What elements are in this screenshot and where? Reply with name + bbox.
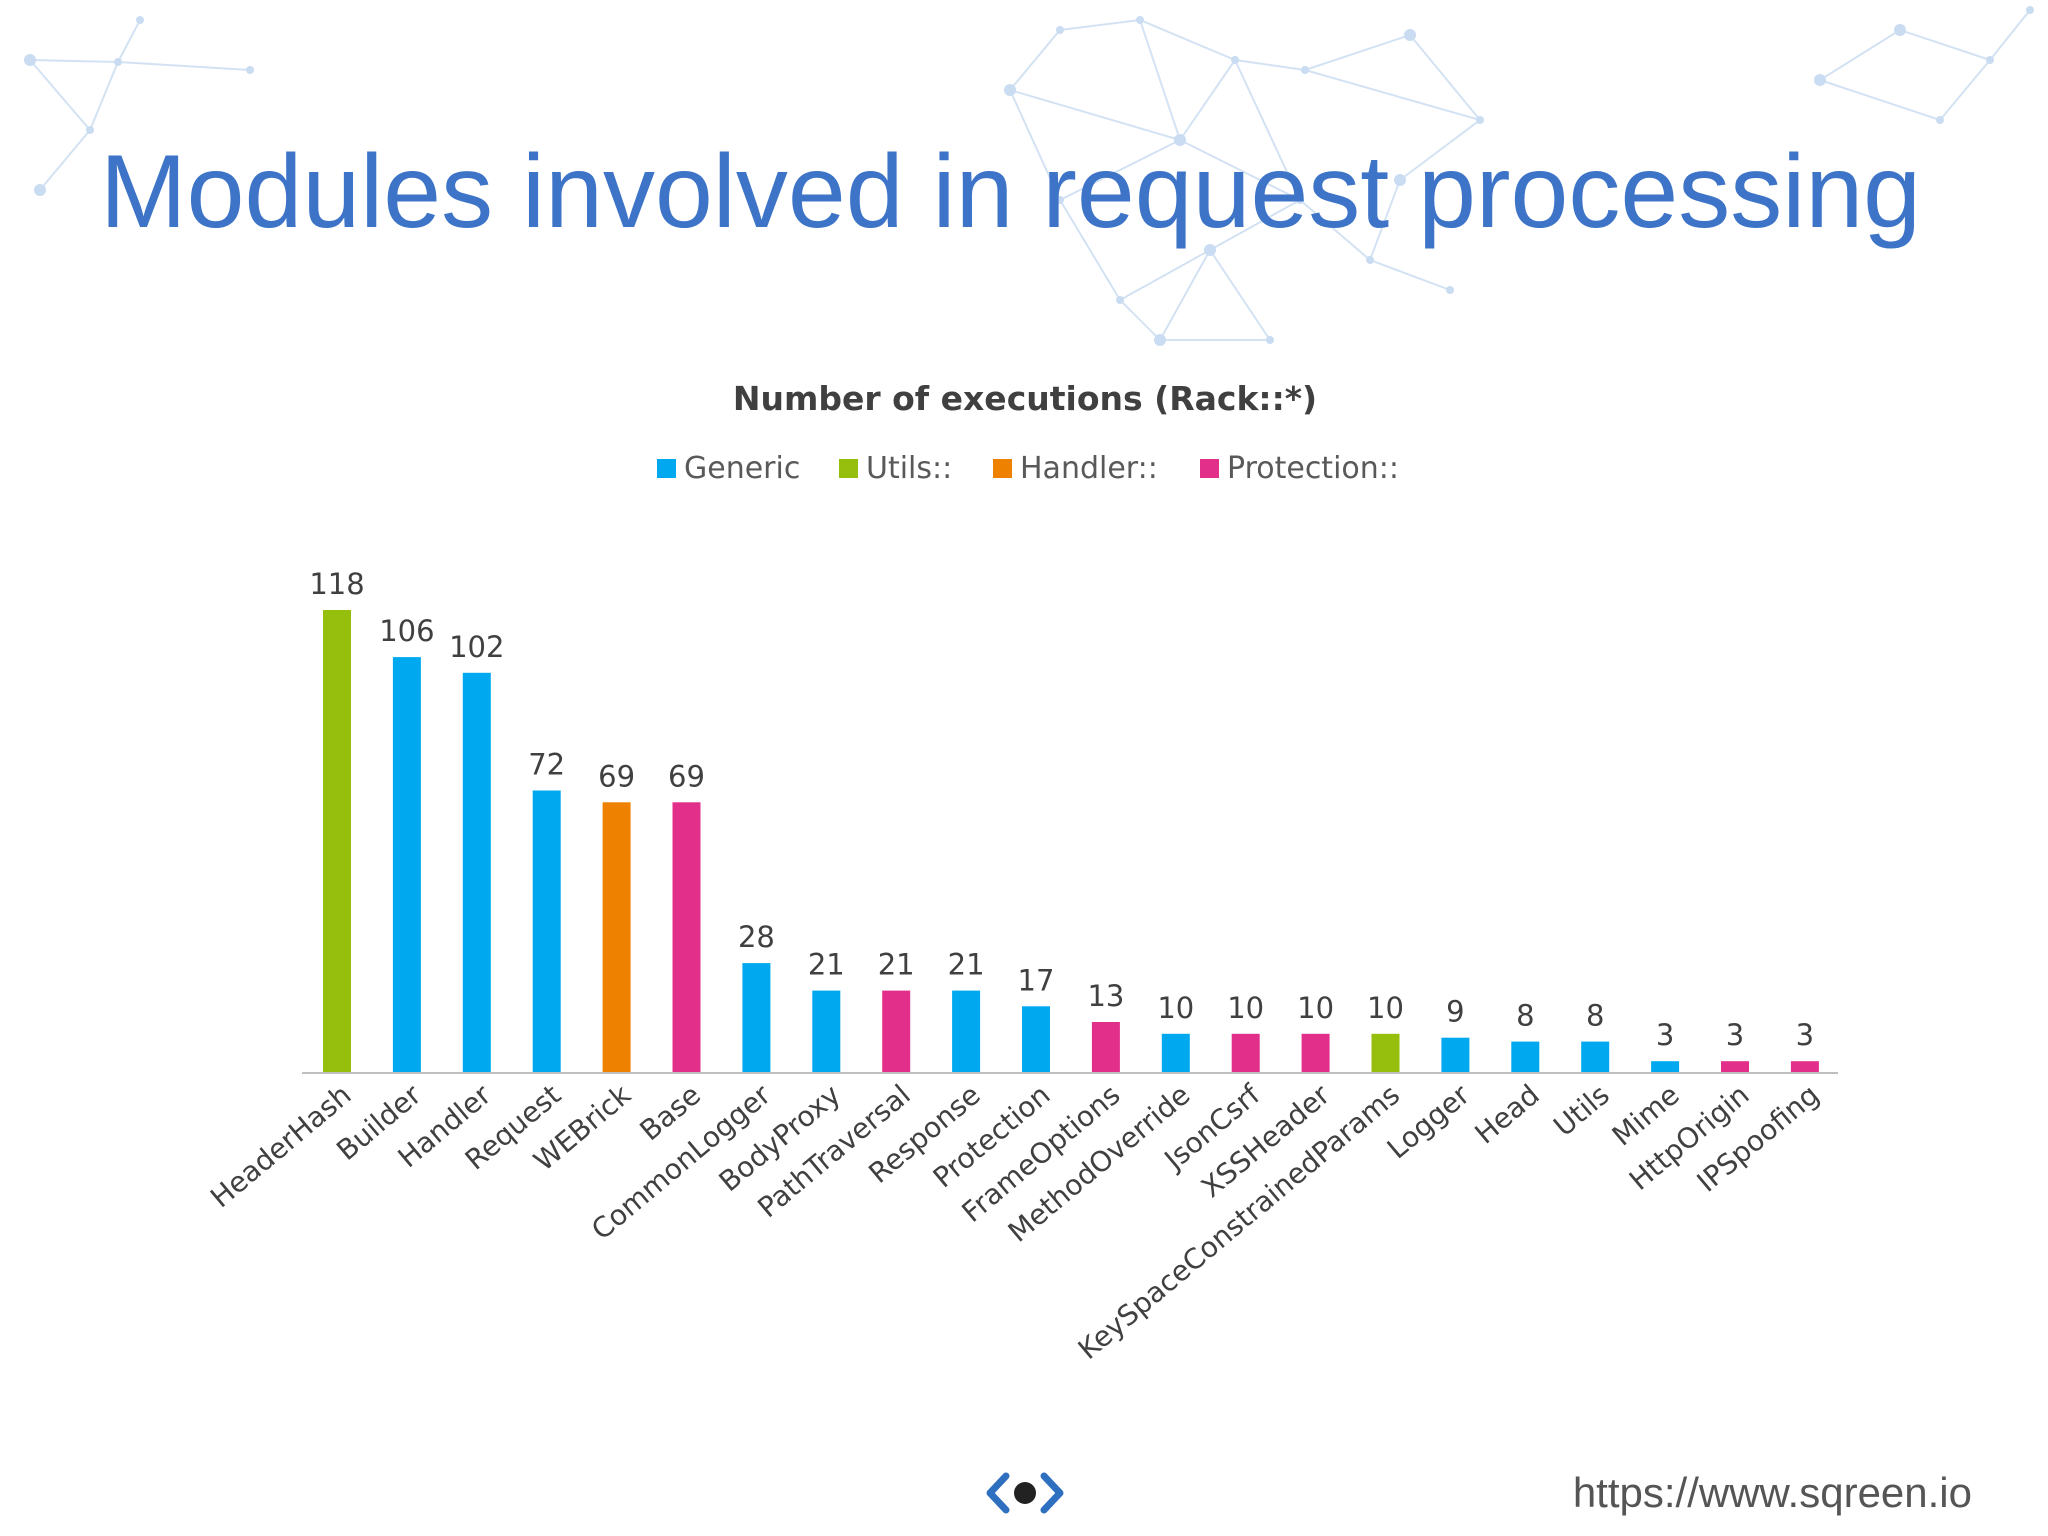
value-label-response: 21: [948, 948, 985, 982]
value-label-logger: 9: [1446, 995, 1464, 1029]
value-label-builder: 106: [379, 614, 434, 648]
bar-method-override: [1161, 1033, 1190, 1073]
value-label-request: 72: [528, 748, 565, 782]
legend-label-generic: Generic: [684, 451, 800, 486]
value-label-protection: 17: [1018, 963, 1055, 997]
bar-protection: [1022, 1006, 1050, 1073]
bar-response: [952, 990, 981, 1073]
value-label-frame-options: 13: [1087, 979, 1124, 1013]
bar-builder: [392, 657, 421, 1073]
bar-ipspoofing: [1790, 1061, 1819, 1073]
bar-header-hash: [323, 610, 351, 1073]
x-axis-labels-group: HeaderHashBuilderHandlerRequestWEBrickBa…: [204, 1077, 1825, 1366]
bar-mime: [1651, 1061, 1680, 1073]
footer-url: https://www.sqreen.io: [1572, 1469, 1972, 1516]
chart-title: Number of executions (Rack::*): [733, 379, 1317, 418]
bar-request: [532, 790, 561, 1073]
value-label-common-logger: 28: [738, 920, 775, 954]
value-label-mime: 3: [1656, 1018, 1674, 1052]
bar-handler: [462, 672, 491, 1073]
bar-webrick: [602, 802, 631, 1073]
legend-swatch-protection: [1200, 459, 1219, 478]
x-tick-label-utils: Utils: [1547, 1078, 1615, 1143]
value-label-head: 8: [1516, 999, 1534, 1033]
legend-label-utils: Utils::: [866, 451, 952, 486]
chart-legend: Generic Utils:: Handler:: Protection::: [657, 451, 1399, 486]
bar-path-traversal: [882, 990, 911, 1073]
value-label-handler: 102: [449, 630, 504, 664]
value-label-ipspoofing: 3: [1796, 1018, 1814, 1052]
value-label-header-hash: 118: [309, 567, 364, 601]
value-label-key-space-constrained-params: 10: [1367, 991, 1404, 1025]
value-label-utils: 8: [1586, 999, 1604, 1033]
bar-utils: [1581, 1041, 1610, 1073]
value-label-webrick: 69: [598, 759, 635, 793]
value-label-path-traversal: 21: [878, 948, 915, 982]
value-label-json-csrf: 10: [1227, 991, 1264, 1025]
value-label-http-origin: 3: [1726, 1018, 1744, 1052]
bar-key-space-constrained-params: [1371, 1033, 1400, 1073]
bar-logger: [1441, 1037, 1470, 1073]
bar-head: [1511, 1041, 1540, 1073]
value-label-xssheader: 10: [1297, 991, 1334, 1025]
value-labels-group: 118 106 102 72 69 69 28 21 21 21 17 13 10 10 10 10 9 8 8 3 3…: [309, 567, 1814, 1052]
sqreen-logo-icon: [986, 1472, 1064, 1514]
x-tick-label-head: Head: [1468, 1078, 1545, 1150]
bar-base: [672, 802, 701, 1073]
bar-http-origin: [1721, 1061, 1749, 1073]
value-label-base: 69: [668, 759, 705, 793]
legend-swatch-handler: [993, 459, 1012, 478]
bar-frame-options: [1091, 1022, 1120, 1073]
legend-swatch-utils: [839, 459, 858, 478]
value-label-body-proxy: 21: [808, 948, 845, 982]
bars-group: [323, 610, 1819, 1073]
legend-swatch-generic: [657, 459, 676, 478]
legend-label-protection: Protection::: [1227, 451, 1399, 486]
value-label-method-override: 10: [1157, 991, 1194, 1025]
slide-title: Modules involved in request processing: [100, 134, 1922, 250]
bar-json-csrf: [1231, 1033, 1260, 1073]
bar-common-logger: [742, 963, 771, 1073]
legend-label-handler: Handler::: [1020, 451, 1158, 486]
bar-xssheader: [1301, 1033, 1330, 1073]
bar-body-proxy: [812, 990, 841, 1073]
